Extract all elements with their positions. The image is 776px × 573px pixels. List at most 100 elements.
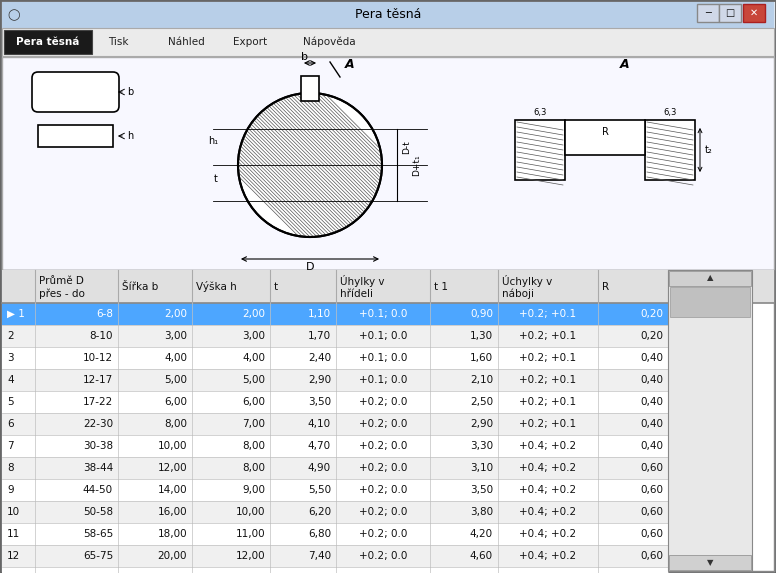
Text: 6,00: 6,00 bbox=[242, 397, 265, 407]
Bar bbox=[2, 303, 668, 325]
Text: +0.1; 0.0: +0.1; 0.0 bbox=[359, 375, 407, 385]
Text: 10-12: 10-12 bbox=[83, 353, 113, 363]
Text: +0.2; 0.0: +0.2; 0.0 bbox=[359, 551, 407, 561]
Text: t 1: t 1 bbox=[434, 282, 448, 292]
Text: Export: Export bbox=[233, 37, 267, 47]
Bar bbox=[2, 28, 774, 56]
Bar bbox=[2, 270, 774, 571]
Text: +0.4; +0.2: +0.4; +0.2 bbox=[519, 463, 577, 473]
Text: 12,00: 12,00 bbox=[235, 551, 265, 561]
Text: 4,00: 4,00 bbox=[242, 353, 265, 363]
Text: 8,00: 8,00 bbox=[242, 463, 265, 473]
Text: 8-10: 8-10 bbox=[89, 331, 113, 341]
Text: D-t: D-t bbox=[402, 140, 411, 154]
Circle shape bbox=[238, 93, 382, 237]
Text: 0,90: 0,90 bbox=[470, 309, 493, 319]
Text: 0,60: 0,60 bbox=[640, 529, 663, 539]
Text: 8,00: 8,00 bbox=[164, 419, 187, 429]
Text: 17-22: 17-22 bbox=[83, 397, 113, 407]
Text: 7,00: 7,00 bbox=[242, 419, 265, 429]
Text: 8,00: 8,00 bbox=[242, 441, 265, 451]
Text: 0,40: 0,40 bbox=[640, 441, 663, 451]
Text: +0.4; +0.2: +0.4; +0.2 bbox=[519, 529, 577, 539]
Text: 20,00: 20,00 bbox=[158, 551, 187, 561]
Bar bbox=[2, 435, 668, 457]
Text: Průmě D: Průmě D bbox=[39, 276, 84, 286]
Text: +0.4; +0.2: +0.4; +0.2 bbox=[519, 441, 577, 451]
Text: R: R bbox=[601, 127, 608, 137]
Text: 18,00: 18,00 bbox=[158, 529, 187, 539]
Text: 1,60: 1,60 bbox=[470, 353, 493, 363]
Text: b: b bbox=[302, 52, 309, 62]
Text: +0.2; 0.0: +0.2; 0.0 bbox=[359, 397, 407, 407]
Bar bbox=[2, 501, 668, 523]
Text: 5,50: 5,50 bbox=[308, 485, 331, 495]
Text: +0.2; 0.0: +0.2; 0.0 bbox=[359, 463, 407, 473]
Text: 0,20: 0,20 bbox=[640, 309, 663, 319]
Text: 2,50: 2,50 bbox=[470, 397, 493, 407]
Text: Úchylky v: Úchylky v bbox=[502, 275, 553, 287]
Text: +0.2; +0.1: +0.2; +0.1 bbox=[519, 419, 577, 429]
Bar bbox=[697, 4, 719, 22]
Text: 10,00: 10,00 bbox=[235, 507, 265, 517]
Text: +0.2; +0.1: +0.2; +0.1 bbox=[519, 353, 577, 363]
Bar bbox=[2, 325, 668, 347]
Text: 9: 9 bbox=[7, 485, 14, 495]
Text: 4,90: 4,90 bbox=[308, 463, 331, 473]
Text: 14,00: 14,00 bbox=[158, 485, 187, 495]
Bar bbox=[38, 125, 113, 147]
Bar bbox=[565, 120, 645, 155]
Bar bbox=[719, 4, 741, 22]
Text: 6,80: 6,80 bbox=[308, 529, 331, 539]
Text: 4,70: 4,70 bbox=[308, 441, 331, 451]
Text: +0.2; +0.1: +0.2; +0.1 bbox=[519, 375, 577, 385]
Bar bbox=[4, 30, 92, 54]
Text: 22-30: 22-30 bbox=[83, 419, 113, 429]
Text: 2: 2 bbox=[7, 331, 14, 341]
Text: 38-44: 38-44 bbox=[83, 463, 113, 473]
Text: 2,40: 2,40 bbox=[308, 353, 331, 363]
Text: Šířka b: Šířka b bbox=[122, 282, 158, 292]
Text: 0,40: 0,40 bbox=[640, 375, 663, 385]
Text: 6,00: 6,00 bbox=[164, 397, 187, 407]
Text: 0,20: 0,20 bbox=[640, 331, 663, 341]
Text: t: t bbox=[214, 174, 218, 184]
Text: 44-50: 44-50 bbox=[83, 485, 113, 495]
Text: D+t₁: D+t₁ bbox=[412, 154, 421, 176]
Text: 65-75: 65-75 bbox=[83, 551, 113, 561]
Text: náboji: náboji bbox=[502, 289, 534, 299]
Text: Výška h: Výška h bbox=[196, 281, 237, 292]
Text: ▼: ▼ bbox=[707, 559, 713, 567]
Text: 2,00: 2,00 bbox=[242, 309, 265, 319]
Bar bbox=[2, 567, 668, 573]
Text: ◯: ◯ bbox=[8, 9, 20, 21]
Text: 16,00: 16,00 bbox=[158, 507, 187, 517]
Text: t₂: t₂ bbox=[705, 145, 712, 155]
Bar bbox=[645, 120, 695, 180]
Text: +0.2; 0.0: +0.2; 0.0 bbox=[359, 507, 407, 517]
Bar bbox=[2, 347, 668, 369]
Text: +0.1; 0.0: +0.1; 0.0 bbox=[359, 353, 407, 363]
Text: 58-65: 58-65 bbox=[83, 529, 113, 539]
Text: 1,30: 1,30 bbox=[470, 331, 493, 341]
Text: 5: 5 bbox=[7, 397, 14, 407]
Text: Pera těsná: Pera těsná bbox=[16, 37, 80, 47]
Text: 3,50: 3,50 bbox=[308, 397, 331, 407]
Text: přes - do: přes - do bbox=[39, 289, 85, 299]
Text: +0.2; +0.1: +0.2; +0.1 bbox=[519, 309, 577, 319]
Bar bbox=[669, 555, 751, 570]
Text: 12,00: 12,00 bbox=[158, 463, 187, 473]
Text: 2,00: 2,00 bbox=[164, 309, 187, 319]
Text: 11,00: 11,00 bbox=[235, 529, 265, 539]
Bar bbox=[670, 287, 750, 317]
Text: 0,60: 0,60 bbox=[640, 507, 663, 517]
Text: +0.4; +0.2: +0.4; +0.2 bbox=[519, 551, 577, 561]
Text: 11: 11 bbox=[7, 529, 20, 539]
Bar bbox=[2, 545, 668, 567]
Bar bbox=[301, 76, 319, 101]
Text: ▲: ▲ bbox=[707, 273, 713, 282]
Text: 1,10: 1,10 bbox=[308, 309, 331, 319]
Text: 2,90: 2,90 bbox=[308, 375, 331, 385]
Text: +0.4; +0.2: +0.4; +0.2 bbox=[519, 485, 577, 495]
Text: R: R bbox=[602, 282, 609, 292]
